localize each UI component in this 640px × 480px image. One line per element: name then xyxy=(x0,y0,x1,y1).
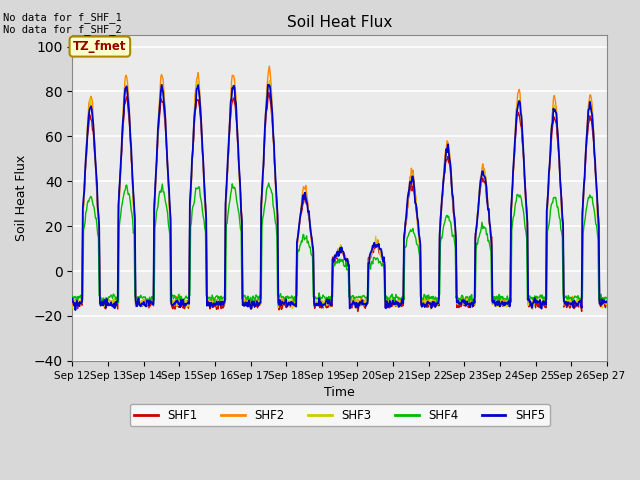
Text: TZ_fmet: TZ_fmet xyxy=(73,40,127,53)
Y-axis label: Soil Heat Flux: Soil Heat Flux xyxy=(15,155,28,241)
Legend: SHF1, SHF2, SHF3, SHF4, SHF5: SHF1, SHF2, SHF3, SHF4, SHF5 xyxy=(129,404,550,427)
Text: No data for f_SHF_1
No data for f_SHF_2: No data for f_SHF_1 No data for f_SHF_2 xyxy=(3,12,122,36)
Title: Soil Heat Flux: Soil Heat Flux xyxy=(287,15,392,30)
X-axis label: Time: Time xyxy=(324,386,355,399)
